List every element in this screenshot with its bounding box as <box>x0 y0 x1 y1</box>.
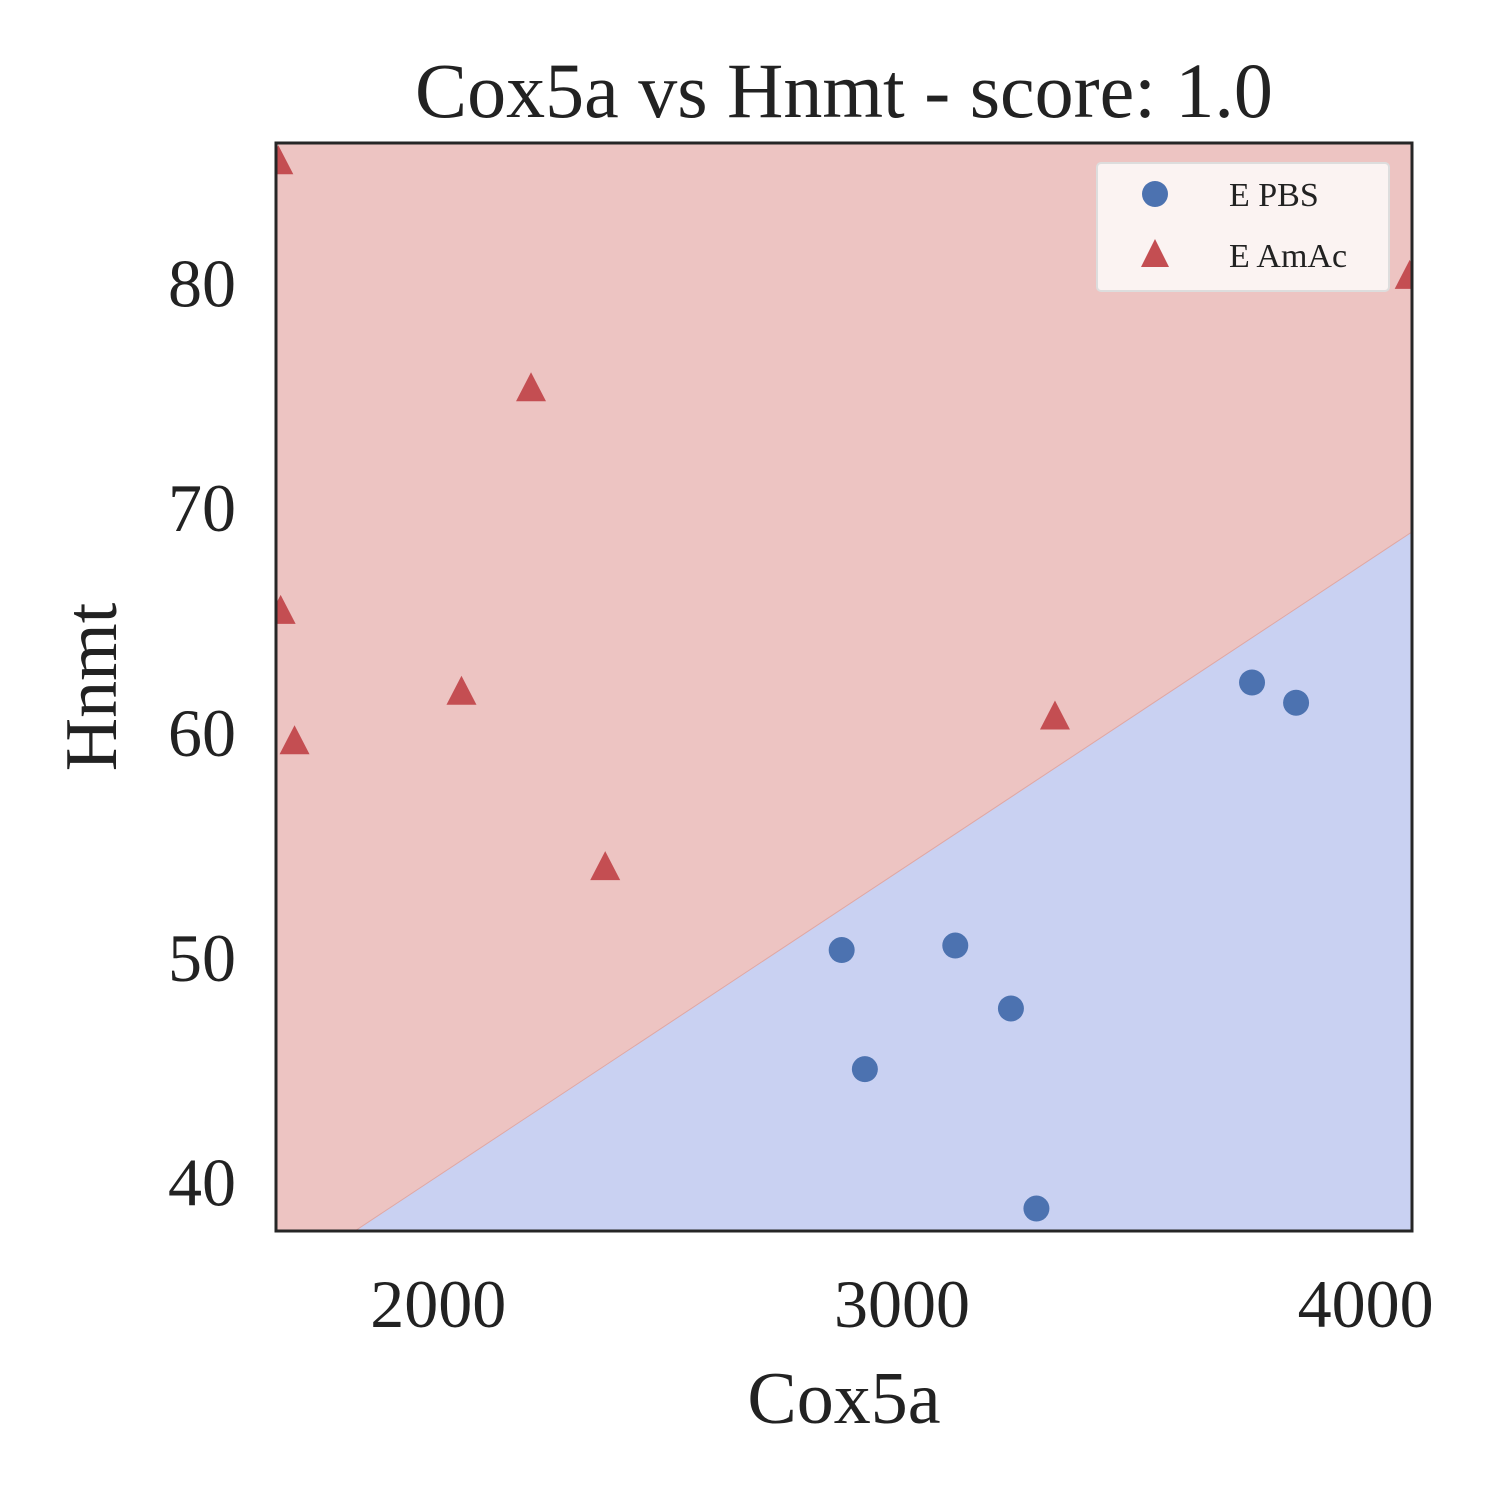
y-tick-label: 70 <box>168 470 236 546</box>
chart-title: Cox5a vs Hnmt - score: 1.0 <box>415 47 1273 134</box>
y-tick-label: 60 <box>168 695 236 771</box>
legend: E PBS E AmAc <box>1096 162 1390 292</box>
decision-boundary <box>354 531 1412 1231</box>
y-axis-ticks: 40 50 60 70 80 <box>168 245 236 1220</box>
data-point-e-pbs <box>997 995 1024 1022</box>
data-point-e-pbs <box>1023 1195 1050 1222</box>
data-point-e-amac <box>279 725 310 755</box>
legend-label-e-pbs: E PBS <box>1229 177 1319 214</box>
y-tick-label: 80 <box>168 245 236 321</box>
data-point-e-pbs <box>851 1056 878 1083</box>
data-point-e-pbs <box>828 937 855 964</box>
plot-area <box>276 143 1412 1231</box>
data-point-e-amac <box>1394 259 1412 289</box>
data-point-e-amac <box>276 145 294 175</box>
y-tick-label: 50 <box>168 920 236 996</box>
x-tick-label: 3000 <box>834 1266 970 1342</box>
data-point-e-amac <box>516 372 547 402</box>
y-axis-label: Hnmt <box>51 602 133 771</box>
x-axis-label: Cox5a <box>747 1358 940 1440</box>
data-point-e-amac <box>1039 700 1070 730</box>
data-point-e-amac <box>446 675 477 705</box>
plot-frame <box>274 141 1414 1233</box>
data-point-e-amac <box>590 851 621 881</box>
legend-label-e-amac: E AmAc <box>1229 238 1347 275</box>
y-tick-label: 40 <box>168 1145 236 1221</box>
data-point-e-amac <box>276 594 296 624</box>
x-tick-label: 4000 <box>1298 1266 1434 1342</box>
data-point-e-pbs <box>1283 689 1310 716</box>
legend-marker-e-pbs <box>1142 181 1168 207</box>
region-e-amac <box>276 143 1412 1231</box>
legend-box <box>1096 162 1390 292</box>
data-point-e-pbs <box>942 932 969 959</box>
x-axis-ticks: 2000 3000 4000 <box>370 1266 1433 1342</box>
data-point-e-pbs <box>1239 669 1266 696</box>
legend-marker-e-amac <box>1141 239 1169 267</box>
x-tick-label: 2000 <box>370 1266 506 1342</box>
